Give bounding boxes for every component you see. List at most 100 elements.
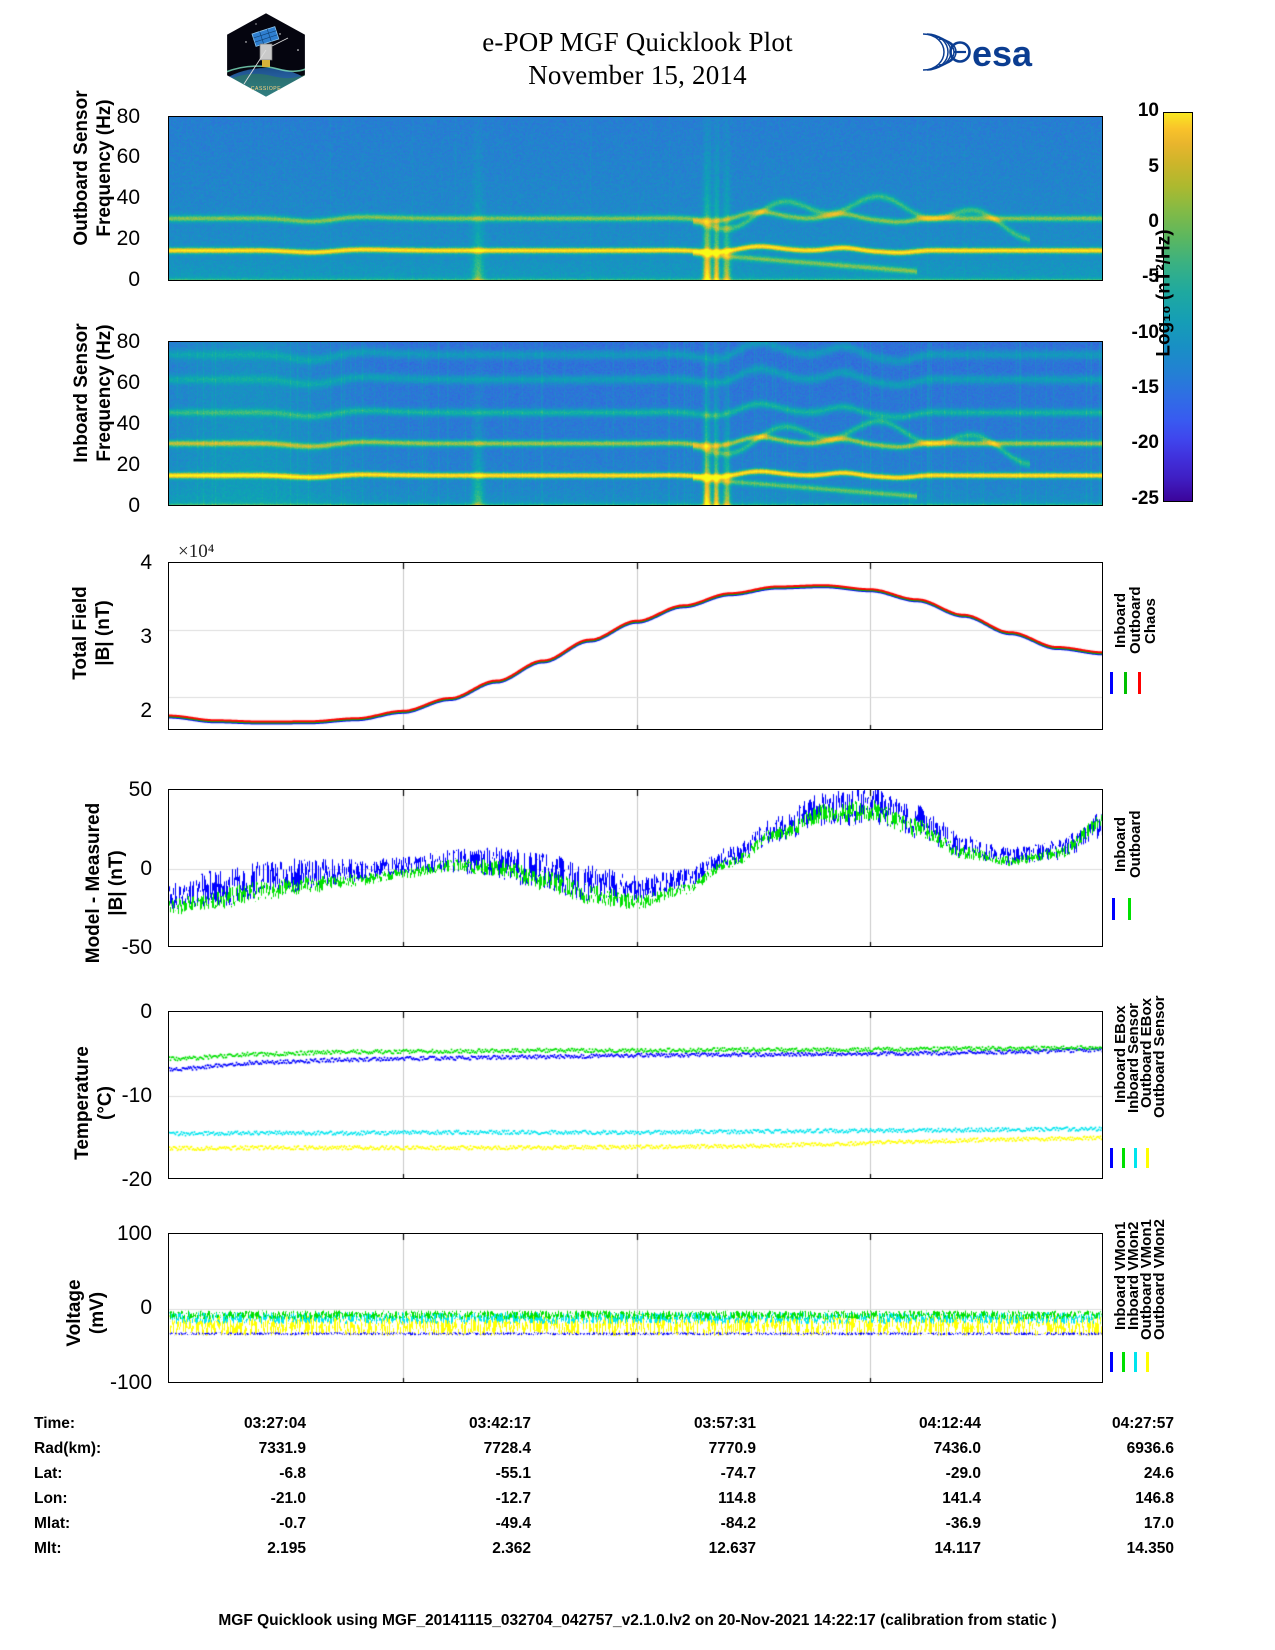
inboard-ytick-0: 0 bbox=[128, 494, 140, 517]
legend-total-field-chaos: Chaos bbox=[1142, 598, 1159, 644]
page-title: e-POP MGF Quicklook Plot November 15, 20… bbox=[0, 26, 1275, 92]
inboard-spectrogram-plot[interactable] bbox=[168, 341, 1103, 506]
rad-val-1: 7331.9 bbox=[258, 1439, 306, 1457]
ephemeris-table: Time: 03:27:04 03:42:17 03:57:31 04:12:4… bbox=[34, 1411, 1174, 1561]
colorbar-tick-5: 5 bbox=[1148, 156, 1159, 177]
mlat-val-2: -49.4 bbox=[495, 1514, 531, 1532]
total-field-plot[interactable] bbox=[168, 562, 1103, 730]
colorbar-tick-m15: -15 bbox=[1131, 377, 1159, 398]
row-label-lat: Lat: bbox=[34, 1464, 63, 1482]
legend-swatch-volt-1 bbox=[1110, 1352, 1113, 1372]
cassiope-logo-text: CASSIOPE bbox=[251, 86, 281, 92]
lon-val-1: -21.0 bbox=[270, 1489, 306, 1507]
volt-ytick-m100: -100 bbox=[109, 1371, 152, 1394]
colorbar-tick-m5: -5 bbox=[1142, 266, 1159, 287]
outboard-spectrogram-plot[interactable] bbox=[168, 116, 1103, 281]
lat-val-4: -29.0 bbox=[945, 1464, 981, 1482]
inboard-ytick-80: 80 bbox=[116, 330, 140, 353]
table-row: Time: 03:27:04 03:42:17 03:57:31 04:12:4… bbox=[34, 1411, 1174, 1436]
mlat-val-1: -0.7 bbox=[279, 1514, 306, 1532]
mlt-val-5: 14.350 bbox=[1126, 1539, 1174, 1557]
lon-val-2: -12.7 bbox=[495, 1489, 531, 1507]
mm-ytick-m50: -50 bbox=[121, 936, 152, 959]
outboard-ytick-0: 0 bbox=[128, 268, 140, 291]
outboard-ytick-40: 40 bbox=[116, 186, 140, 209]
mlt-val-3: 12.637 bbox=[708, 1539, 756, 1557]
lon-val-5: 146.8 bbox=[1135, 1489, 1174, 1507]
legend-swatch-volt-3 bbox=[1134, 1352, 1137, 1372]
volt-ytick-0: 0 bbox=[140, 1296, 152, 1319]
legend-swatch-volt-4 bbox=[1146, 1352, 1149, 1372]
outboard-ytick-20: 20 bbox=[116, 227, 140, 250]
total-field-ytick-2: 2 bbox=[140, 699, 152, 722]
rad-val-2: 7728.4 bbox=[483, 1439, 531, 1457]
rad-val-5: 6936.6 bbox=[1126, 1439, 1174, 1457]
legend-mm-outboard: Outboard bbox=[1127, 810, 1144, 879]
time-val-2: 03:42:17 bbox=[468, 1414, 531, 1432]
esa-logo-text: esa bbox=[972, 33, 1033, 74]
total-field-ytick-4: 4 bbox=[140, 551, 152, 574]
lat-val-5: 24.6 bbox=[1143, 1464, 1174, 1482]
rad-val-3: 7770.9 bbox=[708, 1439, 756, 1457]
time-val-4: 04:12:44 bbox=[918, 1414, 981, 1432]
table-row: Rad(km): 7331.9 7728.4 7770.9 7436.0 693… bbox=[34, 1436, 1174, 1461]
model-measured-ylabel: Model - Measured |B| (nT) bbox=[83, 802, 127, 964]
inboard-ytick-60: 60 bbox=[116, 371, 140, 394]
colorbar-tick-m25: -25 bbox=[1131, 488, 1159, 509]
legend-swatch-mm-inboard bbox=[1112, 898, 1115, 920]
row-label-rad: Rad(km): bbox=[34, 1439, 102, 1457]
mm-ytick-50: 50 bbox=[128, 778, 152, 801]
row-label-mlt: Mlt: bbox=[34, 1539, 62, 1557]
legend-volt-outboard-vmon2: Outboard VMon2 bbox=[1151, 1219, 1168, 1340]
legend-swatch-temp-4 bbox=[1146, 1148, 1149, 1168]
table-row: Mlt: 2.195 2.362 12.637 14.117 14.350 bbox=[34, 1536, 1174, 1561]
lat-val-3: -74.7 bbox=[720, 1464, 756, 1482]
colorbar-tick-m10: -10 bbox=[1131, 322, 1159, 343]
table-row: Lon: -21.0 -12.7 114.8 141.4 146.8 bbox=[34, 1486, 1174, 1511]
model-measured-plot[interactable] bbox=[168, 789, 1103, 947]
colorbar-gradient bbox=[1163, 112, 1193, 502]
esa-logo: esa bbox=[920, 28, 1045, 76]
row-label-time: Time: bbox=[34, 1414, 76, 1432]
time-val-1: 03:27:04 bbox=[243, 1414, 306, 1432]
colorbar-tick-10: 10 bbox=[1137, 100, 1159, 121]
row-label-lon: Lon: bbox=[34, 1489, 68, 1507]
footer-provenance: MGF Quicklook using MGF_20141115_032704_… bbox=[218, 1612, 1057, 1629]
legend-swatch-temp-1 bbox=[1110, 1148, 1113, 1168]
outboard-ytick-60: 60 bbox=[116, 145, 140, 168]
temp-ytick-m10: -10 bbox=[121, 1084, 152, 1107]
legend-swatch-mm-outboard bbox=[1128, 898, 1131, 920]
legend-swatch-temp-2 bbox=[1122, 1148, 1125, 1168]
mlt-val-2: 2.362 bbox=[492, 1539, 531, 1557]
lon-val-4: 141.4 bbox=[942, 1489, 981, 1507]
mm-ytick-0: 0 bbox=[140, 857, 152, 880]
table-row: Lat: -6.8 -55.1 -74.7 -29.0 24.6 bbox=[34, 1461, 1174, 1486]
title-line-1: e-POP MGF Quicklook Plot bbox=[482, 27, 793, 57]
temp-ytick-0: 0 bbox=[140, 1000, 152, 1023]
mlat-val-5: 17.0 bbox=[1143, 1514, 1174, 1532]
lon-val-3: 114.8 bbox=[718, 1489, 756, 1507]
legend-swatch-inboard bbox=[1110, 672, 1113, 694]
mlt-val-1: 2.195 bbox=[267, 1539, 306, 1557]
legend-temp-outboard-sensor: Outboard Sensor bbox=[1151, 995, 1168, 1118]
row-label-mlat: Mlat: bbox=[34, 1514, 71, 1532]
temperature-plot[interactable] bbox=[168, 1011, 1103, 1179]
colorbar-tick-m20: -20 bbox=[1131, 432, 1159, 453]
table-row: Mlat: -0.7 -49.4 -84.2 -36.9 17.0 bbox=[34, 1511, 1174, 1536]
voltage-plot[interactable] bbox=[168, 1233, 1103, 1383]
inboard-ytick-20: 20 bbox=[116, 453, 140, 476]
mlat-val-4: -36.9 bbox=[945, 1514, 981, 1532]
lat-val-2: -55.1 bbox=[495, 1464, 531, 1482]
colorbar: 10 5 0 -5 -10 -15 -20 -25 Log₁₀ (nT²/Hz) bbox=[1132, 100, 1193, 509]
total-field-ylabel: Total Field |B| (nT) bbox=[70, 586, 114, 680]
outboard-ytick-80: 80 bbox=[116, 105, 140, 128]
page-header: CASSIOPE esa e-POP MGF Quicklook Plot No… bbox=[0, 0, 1275, 105]
colorbar-tick-0: 0 bbox=[1148, 211, 1159, 232]
cassiope-satellite-logo: CASSIOPE bbox=[222, 10, 310, 100]
inboard-ytick-40: 40 bbox=[116, 412, 140, 435]
total-field-multiplier: ×10⁴ bbox=[178, 541, 215, 562]
title-line-2: November 15, 2014 bbox=[528, 60, 747, 90]
colorbar-axis-label: Log₁₀ (nT²/Hz) bbox=[1153, 229, 1175, 357]
mlat-val-3: -84.2 bbox=[720, 1514, 756, 1532]
volt-ytick-100: 100 bbox=[116, 1222, 152, 1245]
